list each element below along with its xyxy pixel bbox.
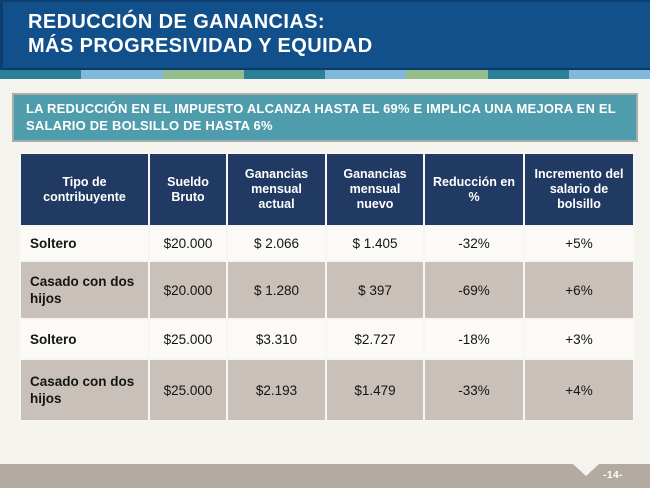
callout-box: LA REDUCCIÓN EN EL IMPUESTO ALCANZA HAST… [12,93,638,142]
cell-sueldo: $25.000 [148,318,228,360]
tax-table-container: Tipo de contribuyente Sueldo Bruto Ganan… [19,152,635,422]
cell-incremento: +4% [523,358,635,422]
callout-text: LA REDUCCIÓN EN EL IMPUESTO ALCANZA HAST… [26,101,616,133]
column-header-reduccion: Reducción en % [423,152,525,227]
table-row: Casado con dos hijos $20.000 $ 1.280 $ 3… [19,260,635,320]
column-header-tipo: Tipo de contribuyente [19,152,150,227]
strip-segment [487,70,569,79]
cell-incremento: +6% [523,260,635,320]
slide-title: REDUCCIÓN DE GANANCIAS: MÁS PROGRESIVIDAD… [0,0,650,58]
cell-incremento: +5% [523,225,635,262]
cell-reduccion: -69% [423,260,525,320]
cell-sueldo: $20.000 [148,260,228,320]
cell-reduccion: -33% [423,358,525,422]
cell-ganancia-actual: $ 2.066 [226,225,327,262]
title-banner: REDUCCIÓN DE GANANCIAS: MÁS PROGRESIVIDAD… [0,0,650,70]
strip-segment [81,70,163,79]
strip-segment [0,70,82,79]
cell-incremento: +3% [523,318,635,360]
column-header-ganancias-actual: Ganancias mensual actual [226,152,327,227]
cell-contribuyente: Casado con dos hijos [19,260,150,320]
column-header-ganancias-nuevo: Ganancias mensual nuevo [325,152,425,227]
cell-ganancia-nueva: $ 397 [325,260,425,320]
table-row: Casado con dos hijos $25.000 $2.193 $1.4… [19,358,635,422]
strip-segment [243,70,325,79]
cell-contribuyente: Soltero [19,225,150,262]
cell-contribuyente: Casado con dos hijos [19,358,150,422]
slide-title-line-1: REDUCCIÓN DE GANANCIAS: [28,11,325,33]
cell-contribuyente: Soltero [19,318,150,360]
decorative-strip [0,70,650,79]
slide-title-line-2: MÁS PROGRESIVIDAD Y EQUIDAD [28,35,373,57]
cell-reduccion: -32% [423,225,525,262]
strip-segment [568,70,650,79]
tax-table: Tipo de contribuyente Sueldo Bruto Ganan… [19,152,635,422]
strip-segment [162,70,244,79]
footer-bar [0,464,650,488]
cell-ganancia-nueva: $ 1.405 [325,225,425,262]
cell-ganancia-actual: $2.193 [226,358,327,422]
column-header-incremento: Incremento del salario de bolsillo [523,152,635,227]
column-header-sueldo: Sueldo Bruto [148,152,228,227]
cell-sueldo: $20.000 [148,225,228,262]
strip-segment [406,70,488,79]
page-number: -14- [603,470,623,481]
cell-ganancia-nueva: $1.479 [325,358,425,422]
cell-ganancia-actual: $ 1.280 [226,260,327,320]
cell-ganancia-nueva: $2.727 [325,318,425,360]
strip-segment [325,70,407,79]
cell-ganancia-actual: $3.310 [226,318,327,360]
cell-reduccion: -18% [423,318,525,360]
cell-sueldo: $25.000 [148,358,228,422]
table-header-row: Tipo de contribuyente Sueldo Bruto Ganan… [19,152,635,227]
table-row: Soltero $20.000 $ 2.066 $ 1.405 -32% +5% [19,225,635,262]
table-row: Soltero $25.000 $3.310 $2.727 -18% +3% [19,318,635,360]
footer-notch [573,464,599,476]
